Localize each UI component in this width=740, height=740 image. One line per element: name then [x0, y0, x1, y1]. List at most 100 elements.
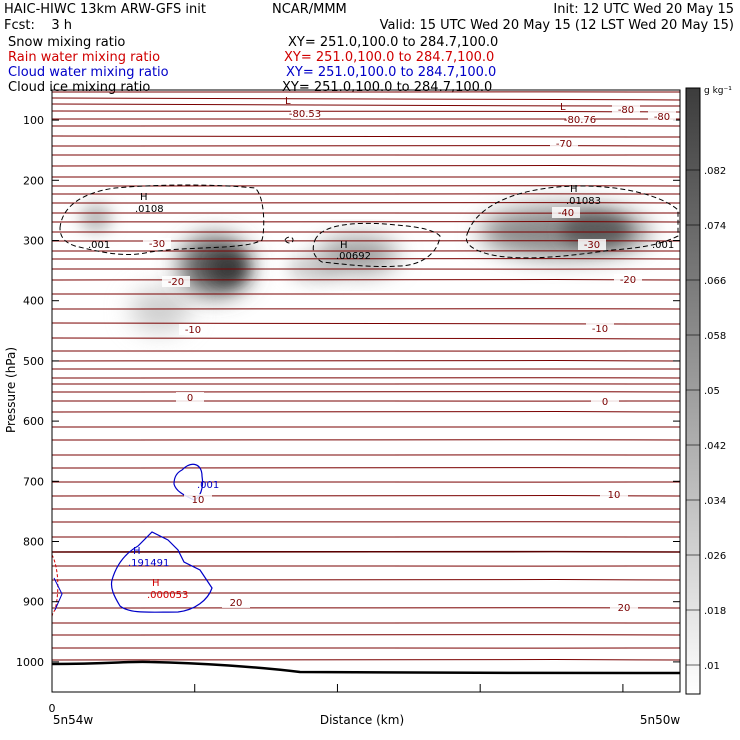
colorbar: .082 .074 .066 .058 .05 .042 .034 .026 .018 .01 g…	[685, 86, 732, 695]
field-cloudwater-name: Cloud water mixing ratio	[8, 65, 169, 80]
y-tick-label: 800	[23, 536, 44, 549]
low-label: L	[560, 102, 566, 113]
colorbar-tick-label: .05	[704, 386, 720, 397]
isotherm	[51, 308, 681, 310]
colorbar-unit: g kg⁻¹	[704, 86, 732, 96]
low-label: L	[285, 96, 291, 107]
snow-contours	[59, 184, 679, 268]
colorbar-tick-label: .066	[704, 276, 726, 287]
plot-frame	[51, 89, 681, 693]
colorbar-tick-label: .018	[704, 606, 726, 617]
isotherm	[51, 135, 681, 138]
y-tick-label: 100	[23, 114, 44, 127]
colorbar-box	[685, 87, 701, 695]
temperature-label: -10	[185, 325, 201, 336]
temperature-label-bg	[566, 114, 594, 125]
temperature-label-bg	[648, 111, 676, 122]
forecast-hour: Fcst: 3 h	[4, 18, 73, 33]
cloud-water-contour-label: .001	[197, 480, 219, 491]
colorbar-tick-label: .01	[704, 661, 720, 672]
temperature-label-bg	[552, 207, 580, 218]
isotherm	[51, 322, 681, 325]
field-rain-xy: XY= 251.0,100.0 to 284.7,100.0	[284, 50, 495, 65]
y-axis-label: Pressure (hPa)	[4, 347, 18, 433]
field-cloudice-xy: XY= 251.0,100.0 to 284.7,100.0	[282, 80, 493, 95]
snow-contour	[312, 222, 441, 268]
snow-shading	[80, 204, 650, 332]
field-rain-name: Rain water mixing ratio	[8, 50, 161, 65]
cloud-water-edge	[53, 577, 63, 611]
rain-high-value: .000053	[147, 590, 188, 601]
temperature-label: -80.53	[289, 109, 321, 120]
temperature-label: 20	[618, 603, 631, 614]
snow-blob	[210, 252, 246, 284]
snow-contour-label: .001	[652, 240, 674, 251]
init-time: Init: 12 UTC Wed 20 May 15	[553, 2, 734, 17]
temperature-label-bg	[612, 104, 640, 115]
temperature-label: -70	[556, 139, 572, 150]
temperature-label-bg	[591, 396, 619, 407]
field-cloudice-name: Cloud ice mixing ratio	[8, 80, 151, 95]
plot-border	[51, 89, 681, 693]
snow-high-value: .00692	[336, 251, 371, 262]
temperature-label-bg	[222, 597, 250, 608]
y-tick-label: 700	[23, 475, 44, 488]
temperature-labels: -80.53 -80.76 -80 -80 -70 -40 -30 -30 -20 -20 -10 -…	[143, 104, 676, 614]
y-tick-label: 600	[23, 415, 44, 428]
field-snow-xy: XY= 251.0,100.0 to 284.7,100.0	[288, 35, 499, 50]
x-axis-label: Distance (km)	[320, 713, 404, 727]
temperature-label: -80	[654, 112, 670, 123]
isotherm	[51, 97, 681, 101]
y-tick-label: 1000	[16, 656, 44, 669]
temperature-label: 0	[187, 393, 193, 404]
temperature-label-bg	[614, 274, 642, 285]
temperature-isotherms	[51, 91, 681, 661]
snow-high-mark: H	[570, 184, 578, 195]
colorbar-ticks: .082 .074 .066 .058 .05 .042 .034 .026 .018 .01	[686, 166, 726, 672]
y-tick-label: 500	[23, 355, 44, 368]
temperature-label: 0	[602, 397, 608, 408]
isotherm	[51, 521, 681, 523]
institution-label: NCAR/MMM	[272, 2, 347, 17]
isotherm	[51, 578, 681, 581]
temperature-label-bg	[578, 239, 606, 250]
temperature-label: -20	[168, 277, 184, 288]
valid-time: Valid: 15 UTC Wed 20 May 15 (12 LST Wed …	[379, 18, 734, 33]
colorbar-tick-label: .042	[704, 441, 726, 452]
temperature-label-bg	[143, 238, 171, 249]
isotherm	[51, 607, 681, 609]
x-left-label: 5n54w	[53, 713, 94, 727]
x-start-label: 0	[49, 702, 56, 715]
isotherm	[51, 377, 681, 379]
temperature-label-bg	[179, 324, 207, 335]
max-min-labels: L L H .0108 H .00692 H .01083 .001 .001 …	[88, 96, 674, 601]
y-tick-label: 200	[23, 174, 44, 187]
isotherm	[51, 164, 681, 167]
colorbar-tick-label: .074	[704, 221, 726, 232]
y-tick-label: 400	[23, 295, 44, 308]
temperature-label: 10	[192, 495, 205, 506]
y-tick-label: 300	[23, 235, 44, 248]
field-cloudwater-xy: XY= 251.0,100.0 to 284.7,100.0	[286, 65, 497, 80]
colorbar-tick-label: .026	[704, 551, 726, 562]
snow-contour	[59, 184, 265, 255]
cloud-water-high-value: .191491	[128, 558, 169, 569]
colorbar-tick-label: .034	[704, 496, 726, 507]
temperature-label: -80.76	[564, 115, 596, 126]
isotherm	[51, 110, 681, 113]
model-title: HAIC-HIWC 13km ARW-GFS init	[4, 2, 206, 17]
rain-contour	[51, 554, 59, 619]
snow-contour	[465, 185, 679, 259]
rain-high-mark: H	[152, 578, 160, 589]
temperature-label-bg	[176, 392, 204, 403]
snow-high-value: .0108	[135, 204, 164, 215]
snow-contour	[284, 236, 294, 244]
colorbar-tick-label: .082	[704, 166, 726, 177]
snow-blob	[130, 288, 190, 332]
isotherm	[51, 494, 681, 497]
isotherm	[51, 220, 681, 223]
temperature-label: -20	[620, 275, 636, 286]
cloud-water-contour	[110, 531, 213, 613]
temperature-label-bg	[291, 108, 319, 119]
